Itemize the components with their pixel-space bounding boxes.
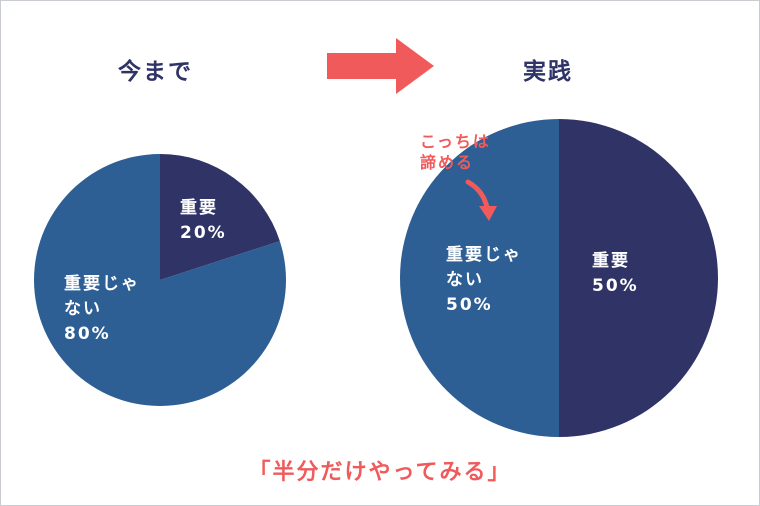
pie2-slice-1 <box>400 119 559 437</box>
pie2-slice-0 <box>559 119 718 437</box>
curved-arrow-head-icon <box>479 206 497 221</box>
transition-arrow-icon <box>327 38 434 94</box>
pie-chart-after <box>400 119 718 437</box>
pie1-slice-1 <box>34 154 287 406</box>
heading-after: 実践 <box>523 59 573 85</box>
pie2-label-not-important: 重要じゃ ない 50% <box>446 245 522 315</box>
pie2-label-important: 重要 50% <box>592 251 639 296</box>
pie1-slice-0 <box>160 154 280 280</box>
pie-chart-before <box>34 154 287 406</box>
give-up-note: こっちは 諦める <box>420 132 491 172</box>
bottom-caption: 「半分だけやってみる」 <box>248 460 512 485</box>
pie1-label-not-important: 重要じゃ ない 80% <box>64 274 140 344</box>
heading-before: 今まで <box>118 59 193 85</box>
pie1-label-important: 重要 20% <box>180 198 227 243</box>
